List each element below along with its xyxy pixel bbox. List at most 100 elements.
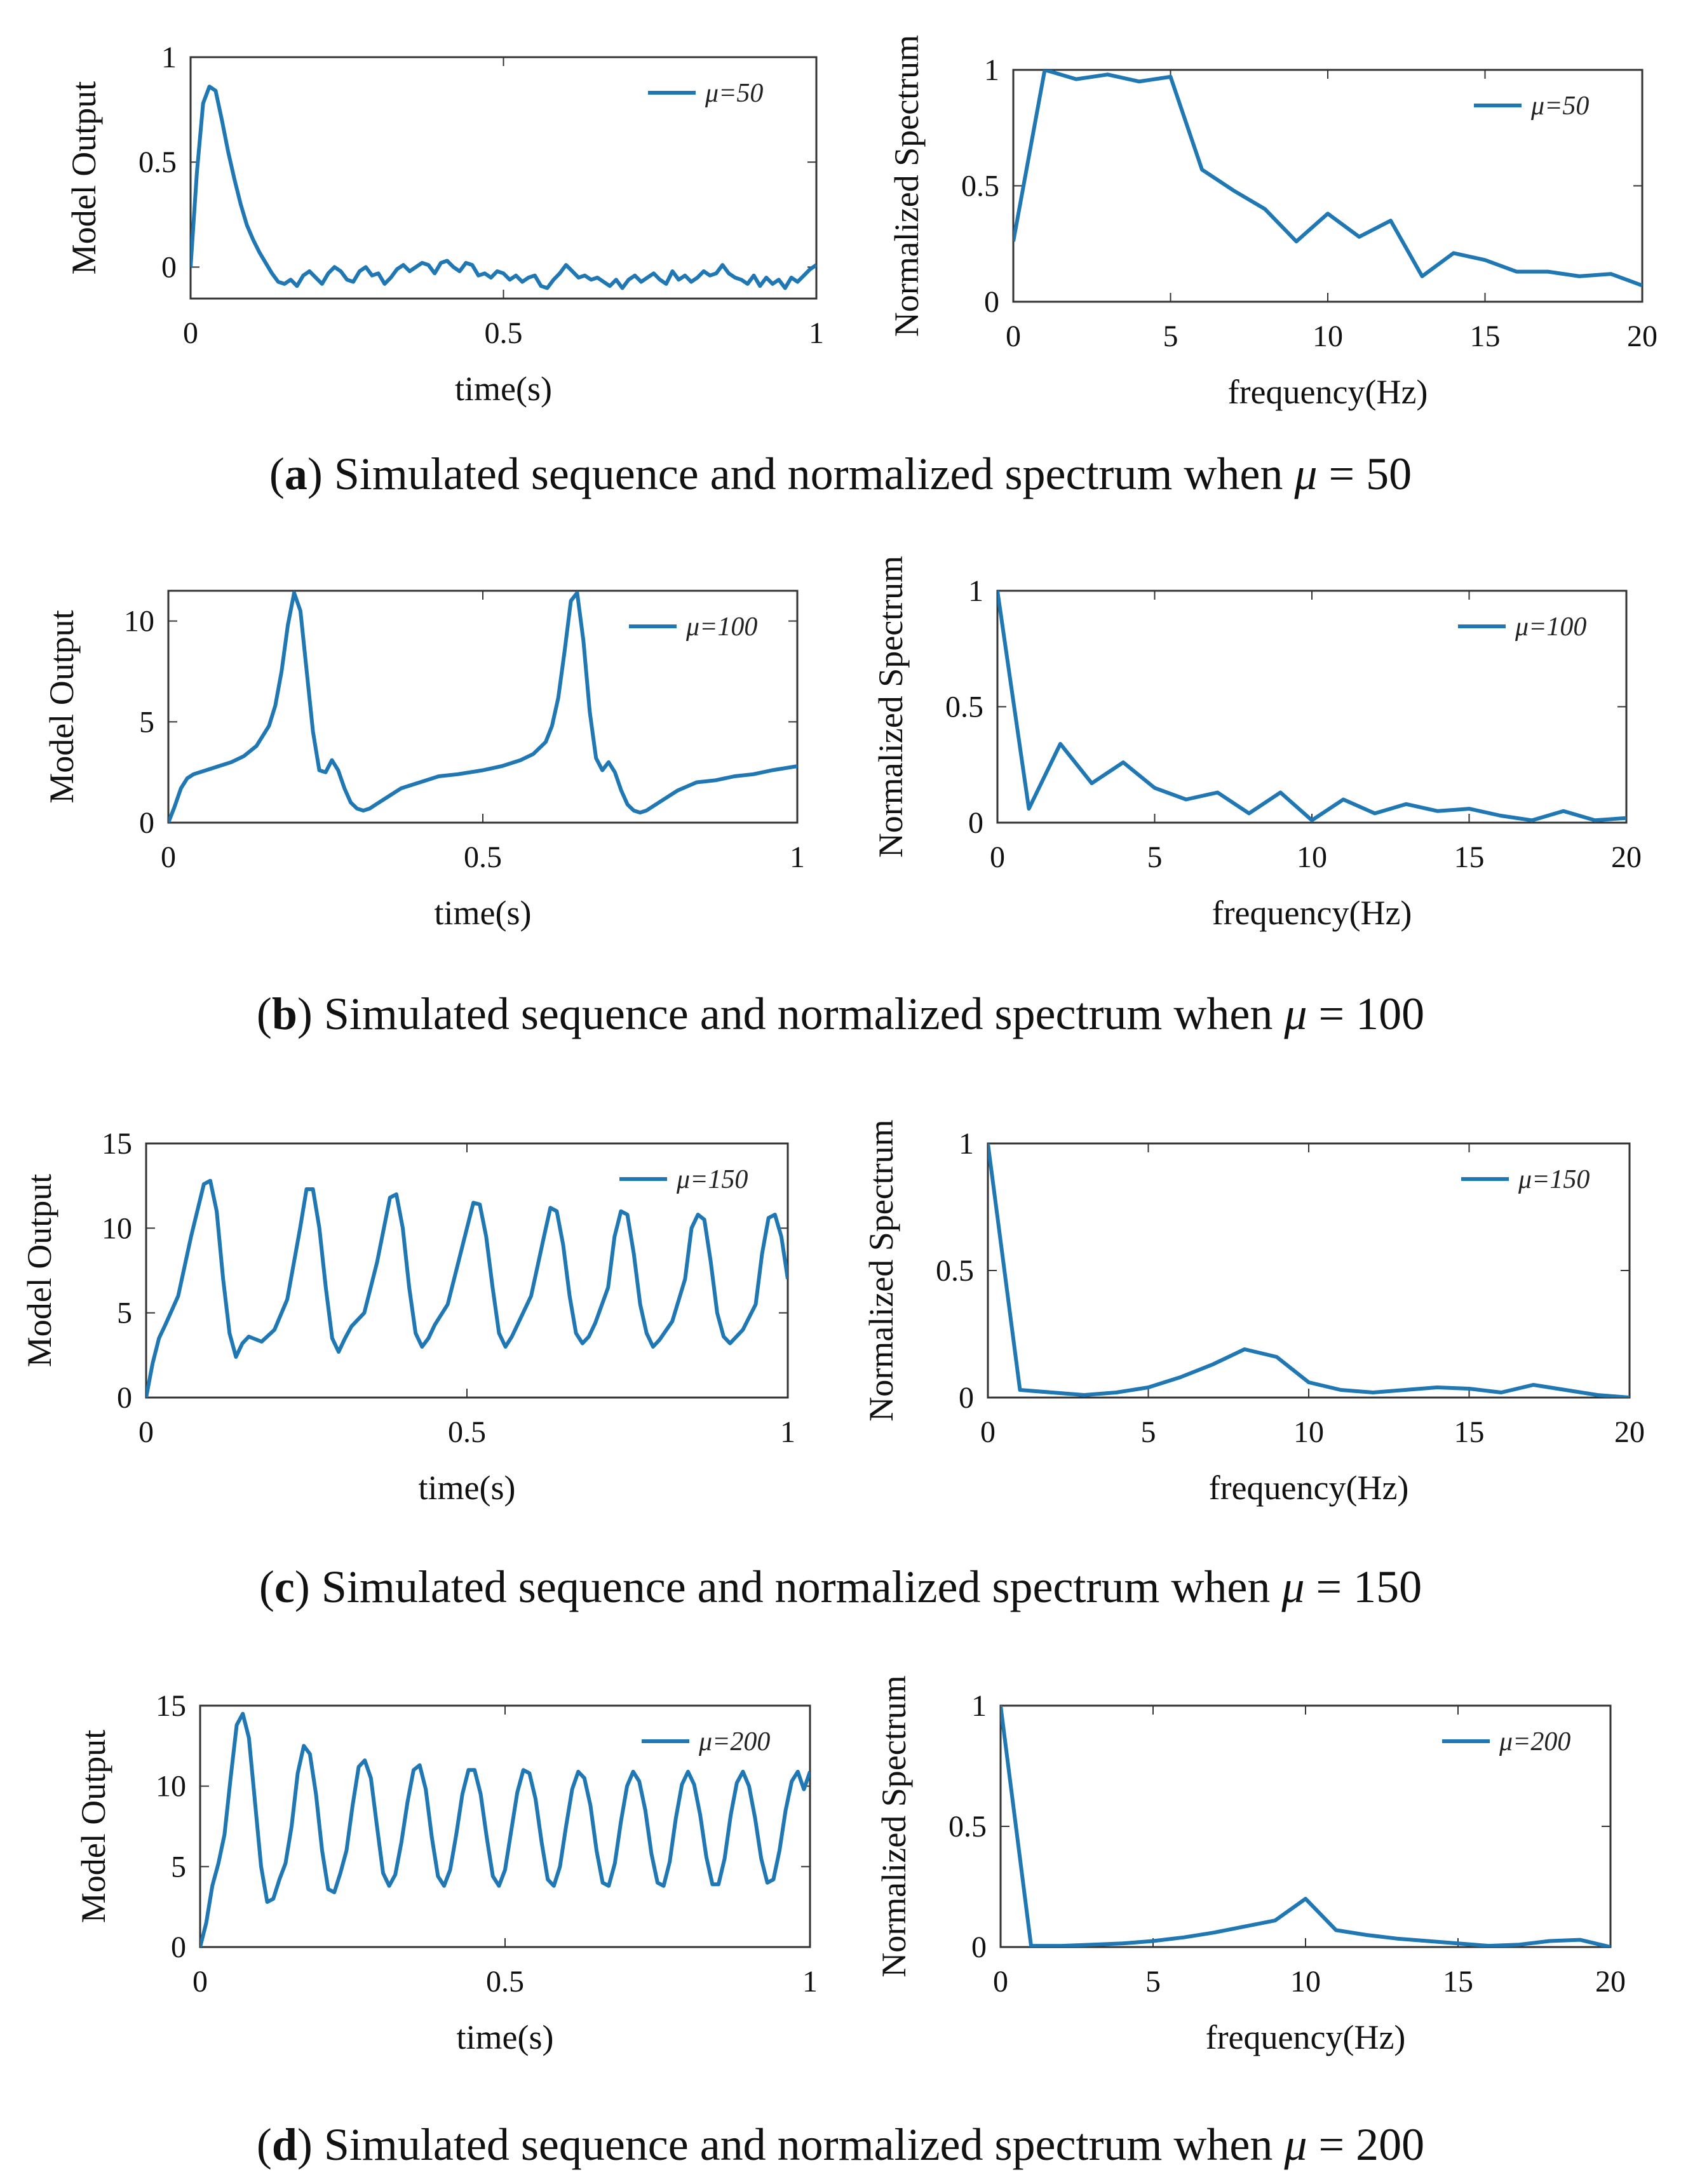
y-tick-label: 0.5 bbox=[945, 691, 983, 724]
series-line-0 bbox=[200, 1711, 810, 1947]
caption-c: (c) Simulated sequence and normalized sp… bbox=[259, 1561, 1422, 1612]
caption-d-text: Simulated sequence and normalized spectr… bbox=[313, 2119, 1285, 2170]
x-tick-label: 5 bbox=[1141, 1415, 1156, 1449]
chart-d-spec: 0 5 10 15 20 0 0.5 1 frequency(Hz) Normalized Spe… bbox=[875, 1675, 1626, 2056]
x-tick-label: 15 bbox=[1470, 320, 1501, 353]
y-tick-label: 0 bbox=[161, 250, 177, 284]
x-tick-label: 0 bbox=[161, 840, 176, 874]
legend-label: μ=200 bbox=[698, 1727, 770, 1756]
caption-b-text: Simulated sequence and normalized spectr… bbox=[313, 988, 1285, 1039]
y-tick-label: 10 bbox=[124, 605, 154, 638]
x-tick-label: 1 bbox=[802, 1965, 818, 1999]
x-tick-label: 20 bbox=[1611, 840, 1642, 874]
legend-label: μ=200 bbox=[1499, 1727, 1570, 1756]
x-tick-label: 0 bbox=[993, 1965, 1008, 1999]
series-line-0 bbox=[988, 1143, 1630, 1398]
x-tick-label: 20 bbox=[1627, 320, 1657, 353]
series-line-0 bbox=[168, 591, 797, 823]
x-tick-label: 20 bbox=[1614, 1415, 1645, 1449]
x-tick-label: 1 bbox=[780, 1415, 795, 1449]
y-axis-label: Model Output bbox=[20, 1174, 58, 1368]
y-tick-label: 1 bbox=[984, 53, 999, 87]
y-axis-label: Normalized Spectrum bbox=[862, 1119, 900, 1421]
x-tick-label: 0 bbox=[192, 1965, 208, 1999]
y-axis-label: Normalized Spectrum bbox=[888, 35, 926, 337]
x-axis-label: time(s) bbox=[455, 370, 552, 408]
y-axis-label: Model Output bbox=[43, 610, 81, 804]
y-tick-label: 5 bbox=[117, 1297, 132, 1330]
x-tick-label: 1 bbox=[809, 316, 824, 350]
x-tick-label: 0 bbox=[138, 1415, 154, 1449]
caption-c-letter: c bbox=[274, 1561, 295, 1612]
x-tick-label: 5 bbox=[1145, 1965, 1161, 1999]
y-tick-label: 0 bbox=[959, 1381, 974, 1415]
x-tick-label: 10 bbox=[1313, 320, 1343, 353]
x-axis-label: time(s) bbox=[419, 1469, 516, 1507]
y-tick-label: 0.5 bbox=[949, 1810, 987, 1844]
y-axis-label: Normalized Spectrum bbox=[872, 556, 910, 858]
y-tick-label: 0.5 bbox=[936, 1254, 974, 1288]
x-tick-label: 0 bbox=[1006, 320, 1021, 353]
legend-label: μ=150 bbox=[676, 1165, 748, 1194]
x-tick-label: 0.5 bbox=[464, 840, 502, 874]
caption-d: (d) Simulated sequence and normalized sp… bbox=[257, 2119, 1424, 2170]
legend-label: μ=100 bbox=[685, 612, 757, 642]
y-tick-label: 10 bbox=[102, 1211, 132, 1245]
y-tick-label: 1 bbox=[968, 574, 983, 608]
y-tick-label: 15 bbox=[102, 1127, 132, 1161]
y-tick-label: 0.5 bbox=[961, 170, 999, 203]
caption-d-eq: = 200 bbox=[1307, 2119, 1425, 2170]
x-axis-label: time(s) bbox=[435, 894, 532, 932]
x-tick-label: 0.5 bbox=[485, 316, 523, 350]
chart-c-spec: 0 5 10 15 20 0 0.5 1 frequency(Hz) Normalized Spe… bbox=[862, 1119, 1645, 1507]
x-tick-label: 0 bbox=[183, 316, 198, 350]
y-tick-label: 10 bbox=[156, 1770, 186, 1803]
caption-d-mu: μ bbox=[1283, 2119, 1307, 2170]
y-tick-label: 0 bbox=[139, 806, 154, 840]
x-tick-label: 10 bbox=[1297, 840, 1327, 874]
caption-a: (a) Simulated sequence and normalized sp… bbox=[269, 448, 1412, 499]
y-tick-label: 5 bbox=[139, 705, 154, 739]
caption-a-letter: a bbox=[285, 448, 307, 499]
caption-a-mu: μ bbox=[1293, 448, 1317, 499]
x-tick-label: 0.5 bbox=[486, 1965, 524, 1999]
legend-label: μ=50 bbox=[705, 79, 763, 108]
x-axis-label: frequency(Hz) bbox=[1228, 373, 1428, 411]
y-tick-label: 15 bbox=[156, 1689, 186, 1723]
x-axis-label: frequency(Hz) bbox=[1206, 2018, 1406, 2056]
caption-b: (b) Simulated sequence and normalized sp… bbox=[257, 988, 1424, 1039]
x-tick-label: 15 bbox=[1454, 1415, 1485, 1449]
chart-a-spec: 0 5 10 15 20 0 0.5 1 frequency(Hz) Normalized Spe… bbox=[888, 35, 1657, 411]
x-tick-label: 1 bbox=[790, 840, 805, 874]
caption-c-eq: = 150 bbox=[1304, 1561, 1422, 1612]
y-axis-label: Model Output bbox=[74, 1730, 112, 1924]
series-line-0 bbox=[191, 84, 816, 290]
x-tick-label: 0 bbox=[980, 1415, 996, 1449]
caption-a-eq: = 50 bbox=[1318, 448, 1412, 499]
series-line-0 bbox=[1013, 70, 1642, 288]
series-line-0 bbox=[997, 591, 1626, 823]
chart-a-time: 0 0.5 1 0 0.5 1 time(s) Model Output μ=50 bbox=[65, 41, 824, 408]
series-line-0 bbox=[146, 1178, 788, 1398]
x-tick-label: 15 bbox=[1454, 840, 1485, 874]
x-tick-label: 0 bbox=[990, 840, 1005, 874]
x-axis-label: frequency(Hz) bbox=[1212, 894, 1412, 932]
y-tick-label: 0 bbox=[984, 285, 999, 319]
y-tick-label: 0 bbox=[971, 1931, 987, 1964]
y-tick-label: 5 bbox=[171, 1850, 186, 1884]
caption-d-letter: d bbox=[272, 2119, 297, 2170]
legend-label: μ=100 bbox=[1515, 612, 1586, 642]
caption-b-eq: = 100 bbox=[1307, 988, 1425, 1039]
y-axis-label: Model Output bbox=[65, 81, 103, 275]
legend-label: μ=150 bbox=[1518, 1165, 1590, 1194]
caption-c-mu: μ bbox=[1281, 1561, 1304, 1612]
chart-b-spec: 0 5 10 15 20 0 0.5 1 frequency(Hz) Normalized Spe… bbox=[872, 556, 1642, 932]
y-tick-label: 1 bbox=[971, 1689, 987, 1723]
y-tick-label: 0.5 bbox=[138, 145, 177, 179]
x-axis-label: frequency(Hz) bbox=[1209, 1469, 1409, 1507]
caption-a-text: Simulated sequence and normalized spectr… bbox=[323, 448, 1295, 499]
